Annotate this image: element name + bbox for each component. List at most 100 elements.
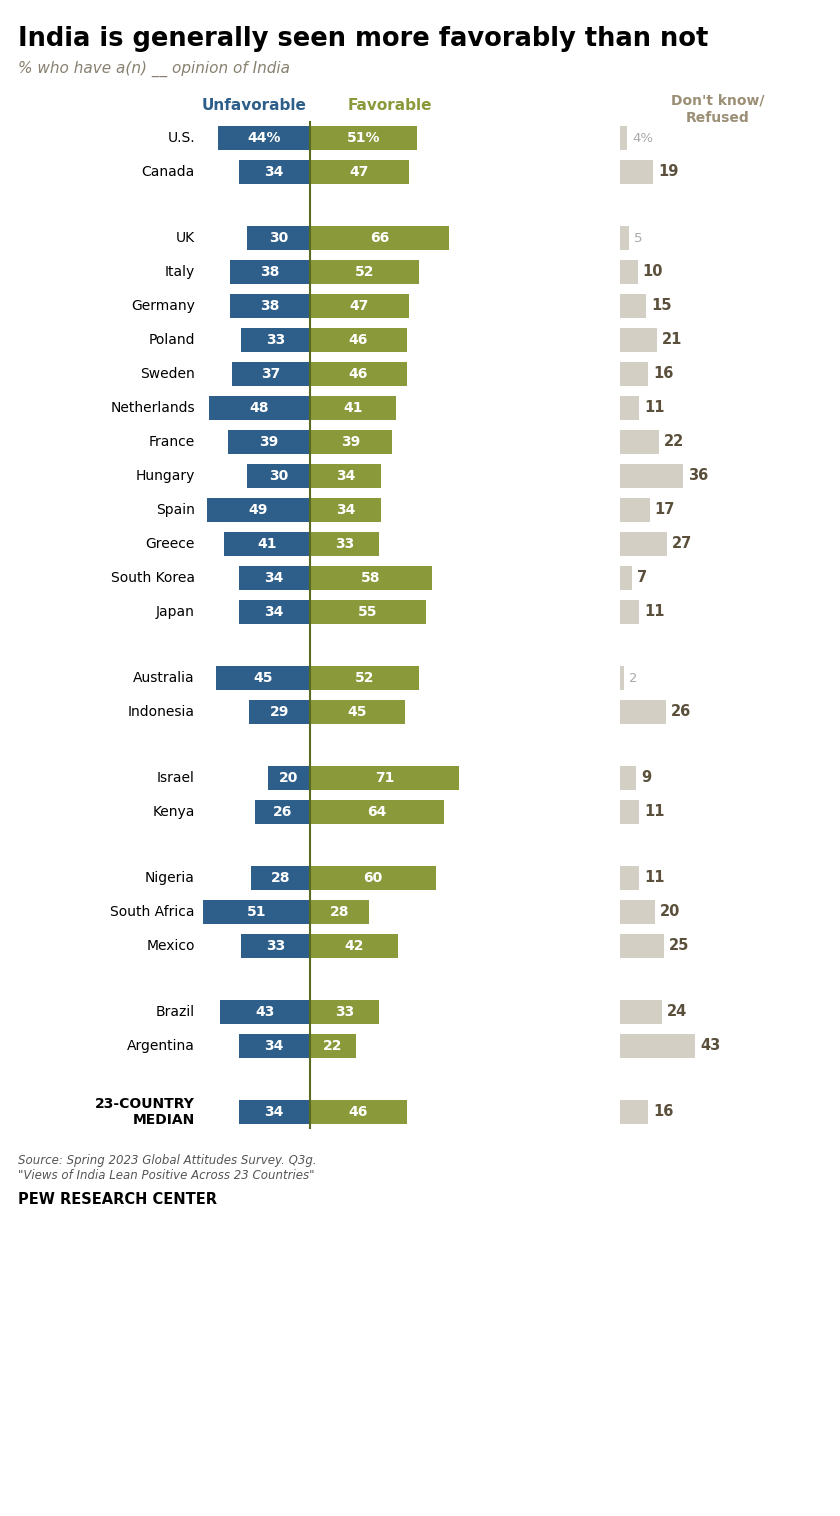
Text: Germany: Germany (131, 299, 195, 312)
Bar (207, 497, 310, 522)
Text: 11: 11 (644, 805, 664, 820)
Text: Spain: Spain (156, 503, 195, 517)
Bar (247, 464, 310, 488)
Text: 37: 37 (261, 367, 281, 381)
Bar (620, 161, 654, 183)
Text: Favorable: Favorable (348, 99, 433, 114)
Text: 64: 64 (368, 805, 387, 819)
Bar (310, 532, 380, 556)
Text: 19: 19 (659, 165, 679, 179)
Bar (218, 126, 310, 150)
Text: 38: 38 (260, 299, 280, 312)
Bar (620, 362, 648, 387)
Bar (310, 327, 407, 352)
Text: U.S.: U.S. (167, 130, 195, 146)
Bar (310, 464, 381, 488)
Bar (233, 362, 310, 387)
Text: Italy: Italy (165, 265, 195, 279)
Bar (310, 294, 409, 318)
Bar (239, 1101, 310, 1123)
Bar (620, 934, 664, 958)
Bar (620, 565, 633, 590)
Text: 34: 34 (265, 1038, 284, 1054)
Text: 39: 39 (260, 435, 279, 449)
Text: South Africa: South Africa (111, 905, 195, 919)
Text: Netherlands: Netherlands (110, 402, 195, 415)
Text: 52: 52 (354, 265, 375, 279)
Text: Unfavorable: Unfavorable (202, 99, 307, 114)
Text: 30: 30 (269, 468, 288, 484)
Text: Poland: Poland (149, 334, 195, 347)
Bar (620, 1001, 662, 1023)
Text: 26: 26 (670, 705, 690, 720)
Text: 22: 22 (323, 1038, 343, 1054)
Bar (220, 1001, 310, 1023)
Text: 22: 22 (664, 435, 684, 450)
Text: 45: 45 (348, 705, 367, 719)
Text: 42: 42 (344, 938, 364, 954)
Text: 4%: 4% (632, 132, 653, 144)
Text: 5: 5 (633, 232, 643, 244)
Bar (620, 666, 623, 690)
Text: 7: 7 (638, 570, 648, 585)
Bar (310, 800, 444, 825)
Text: 29: 29 (270, 705, 289, 719)
Bar (620, 600, 639, 625)
Bar (310, 126, 417, 150)
Text: 24: 24 (667, 1005, 687, 1019)
Text: 16: 16 (653, 1105, 674, 1119)
Text: 34: 34 (336, 503, 355, 517)
Bar (251, 866, 310, 890)
Bar (310, 901, 369, 923)
Bar (310, 497, 381, 522)
Bar (310, 1101, 407, 1123)
Bar (620, 700, 665, 725)
Bar (310, 565, 432, 590)
Bar (310, 261, 419, 283)
Bar (310, 226, 449, 250)
Text: 39: 39 (341, 435, 360, 449)
Bar (310, 766, 459, 790)
Bar (310, 934, 398, 958)
Text: 66: 66 (370, 230, 389, 246)
Text: 26: 26 (273, 805, 292, 819)
Text: PEW RESEARCH CENTER: PEW RESEARCH CENTER (18, 1192, 217, 1207)
Bar (620, 800, 639, 825)
Bar (310, 666, 419, 690)
Text: Mexico: Mexico (146, 938, 195, 954)
Text: 16: 16 (653, 367, 674, 382)
Text: 34: 34 (265, 165, 284, 179)
Bar (620, 866, 639, 890)
Text: 27: 27 (672, 537, 692, 552)
Text: 9: 9 (641, 770, 651, 785)
Bar (620, 294, 646, 318)
Text: 10: 10 (643, 264, 663, 279)
Bar (228, 431, 310, 453)
Text: Israel: Israel (157, 772, 195, 785)
Text: 51: 51 (247, 905, 266, 919)
Bar (310, 600, 426, 625)
Text: 33: 33 (265, 334, 285, 347)
Text: 28: 28 (329, 905, 349, 919)
Text: Nigeria: Nigeria (145, 872, 195, 885)
Text: 52: 52 (354, 672, 375, 685)
Text: Japan: Japan (156, 605, 195, 619)
Text: 34: 34 (265, 572, 284, 585)
Bar (249, 700, 310, 725)
Text: 34: 34 (265, 1105, 284, 1119)
Text: South Korea: South Korea (111, 572, 195, 585)
Bar (239, 1034, 310, 1058)
Text: Canada: Canada (142, 165, 195, 179)
Text: 48: 48 (249, 402, 270, 415)
Bar (310, 700, 405, 725)
Bar (239, 565, 310, 590)
Text: 21: 21 (662, 332, 682, 347)
Text: % who have a(n) __ opinion of India: % who have a(n) __ opinion of India (18, 61, 290, 77)
Text: 44%: 44% (247, 130, 281, 146)
Text: 71: 71 (375, 772, 394, 785)
Text: Hungary: Hungary (135, 468, 195, 484)
Text: 33: 33 (335, 1005, 354, 1019)
Bar (310, 866, 436, 890)
Text: 34: 34 (336, 468, 355, 484)
Bar (239, 600, 310, 625)
